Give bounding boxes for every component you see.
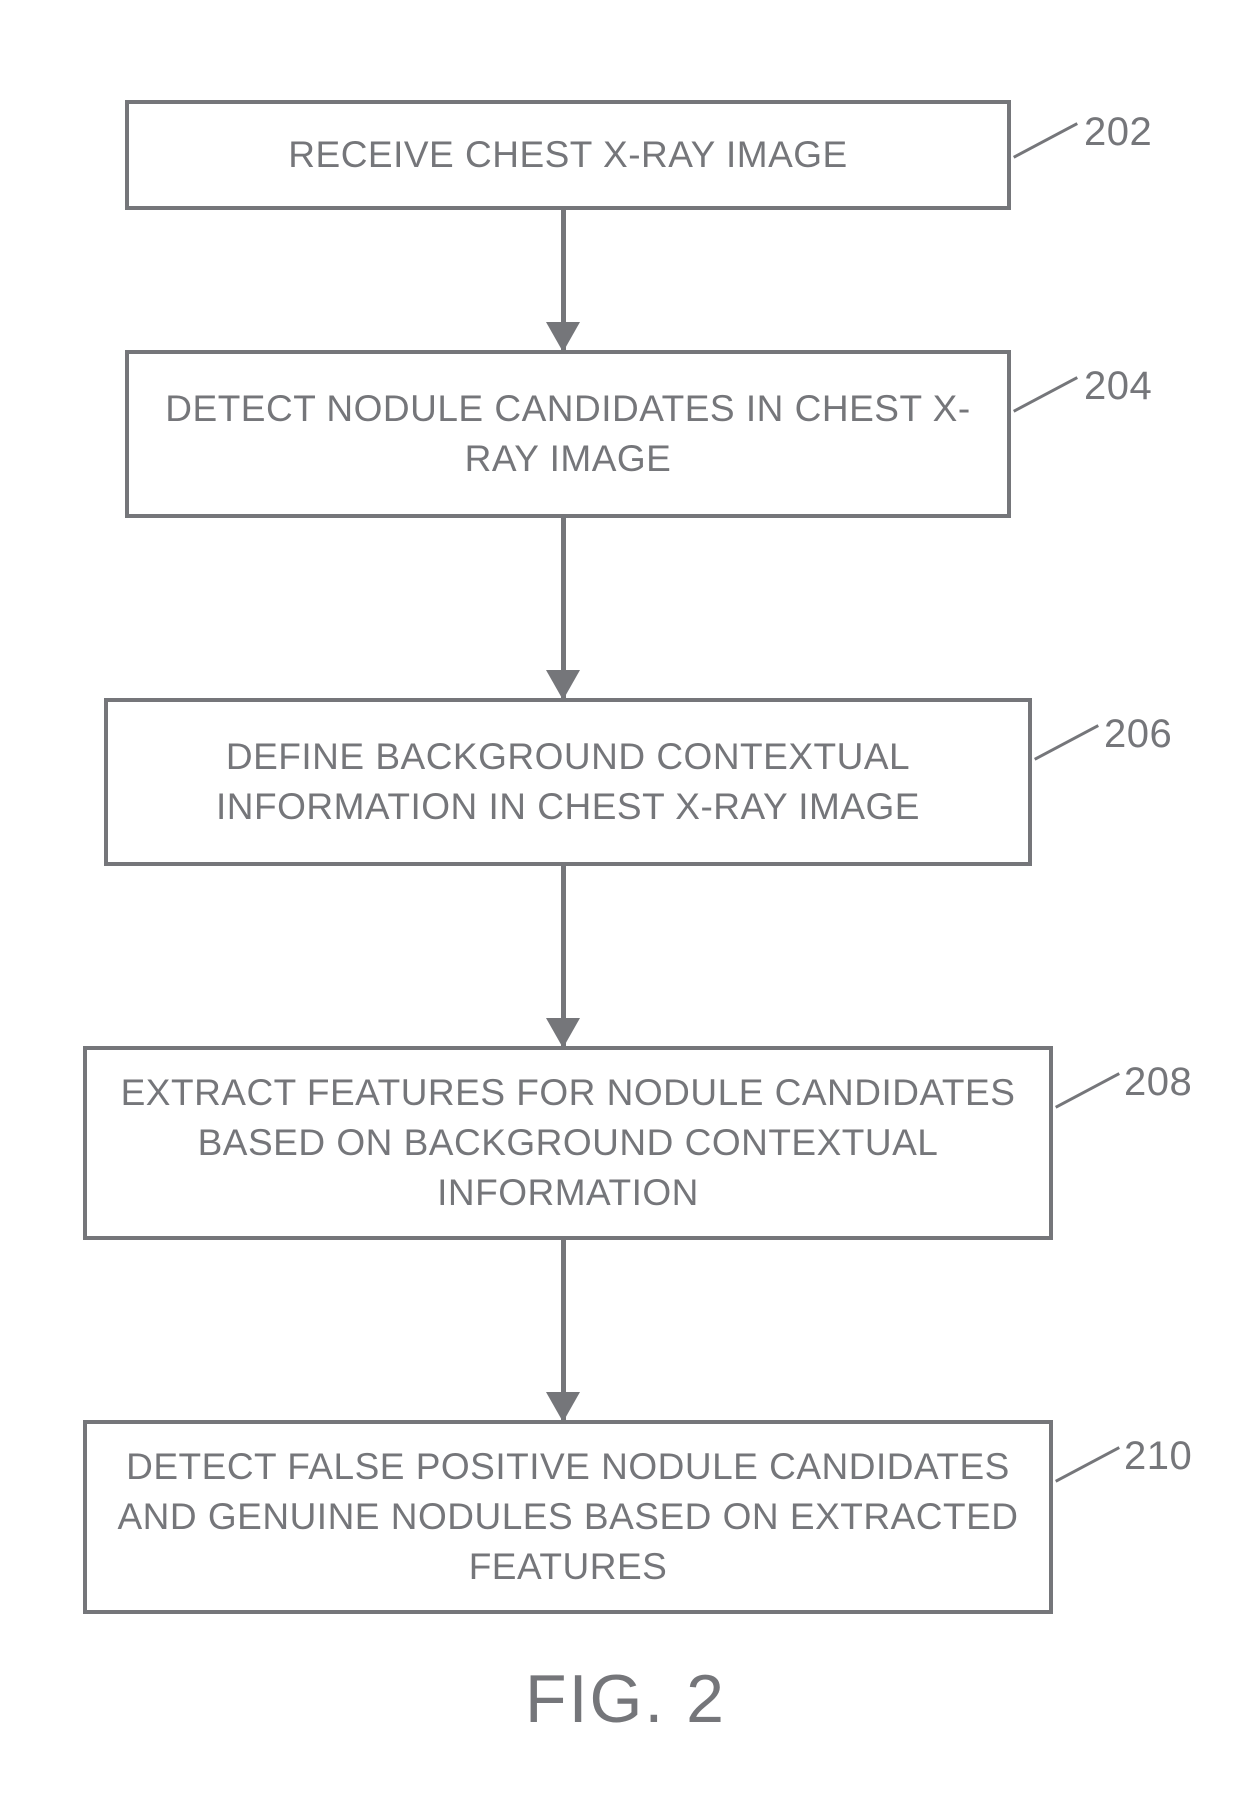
step-text: DETECT NODULE CANDIDATES IN CHEST X-RAY … — [157, 384, 979, 484]
leader-line — [1034, 724, 1099, 760]
arrow-wrap — [80, 1240, 1130, 1420]
step-text: RECEIVE CHEST X-RAY IMAGE — [288, 130, 847, 180]
step-label-202: 202 — [1084, 110, 1152, 155]
step-text: DEFINE BACKGROUND CONTEXTUAL INFORMATION… — [136, 732, 1000, 832]
flowchart-container: RECEIVE CHEST X-RAY IMAGE 202 DETECT NOD… — [80, 100, 1130, 1614]
figure-caption: FIG. 2 — [0, 1660, 1251, 1738]
step-label-206: 206 — [1104, 712, 1172, 757]
step-row: RECEIVE CHEST X-RAY IMAGE 202 — [80, 100, 1130, 210]
step-label-210: 210 — [1124, 1434, 1192, 1479]
step-row: DETECT FALSE POSITIVE NODULE CANDIDATES … — [80, 1420, 1130, 1614]
leader-line — [1055, 1072, 1120, 1108]
step-row: DEFINE BACKGROUND CONTEXTUAL INFORMATION… — [80, 698, 1130, 866]
arrow-down — [561, 866, 566, 1046]
step-row: DETECT NODULE CANDIDATES IN CHEST X-RAY … — [80, 350, 1130, 518]
leader-line — [1055, 1446, 1120, 1482]
arrow-down — [561, 518, 566, 698]
leader-line — [1013, 376, 1078, 412]
step-label-208: 208 — [1124, 1060, 1192, 1105]
step-box-210: DETECT FALSE POSITIVE NODULE CANDIDATES … — [83, 1420, 1053, 1614]
leader-line — [1013, 122, 1078, 158]
arrow-wrap — [80, 210, 1130, 350]
step-box-204: DETECT NODULE CANDIDATES IN CHEST X-RAY … — [125, 350, 1011, 518]
step-box-206: DEFINE BACKGROUND CONTEXTUAL INFORMATION… — [104, 698, 1032, 866]
arrow-down — [561, 210, 566, 350]
step-text: DETECT FALSE POSITIVE NODULE CANDIDATES … — [115, 1442, 1021, 1592]
step-row: EXTRACT FEATURES FOR NODULE CANDIDATES B… — [80, 1046, 1130, 1240]
arrow-down — [561, 1240, 566, 1420]
step-box-208: EXTRACT FEATURES FOR NODULE CANDIDATES B… — [83, 1046, 1053, 1240]
arrow-wrap — [80, 866, 1130, 1046]
step-label-204: 204 — [1084, 364, 1152, 409]
step-text: EXTRACT FEATURES FOR NODULE CANDIDATES B… — [115, 1068, 1021, 1218]
arrow-wrap — [80, 518, 1130, 698]
step-box-202: RECEIVE CHEST X-RAY IMAGE — [125, 100, 1011, 210]
